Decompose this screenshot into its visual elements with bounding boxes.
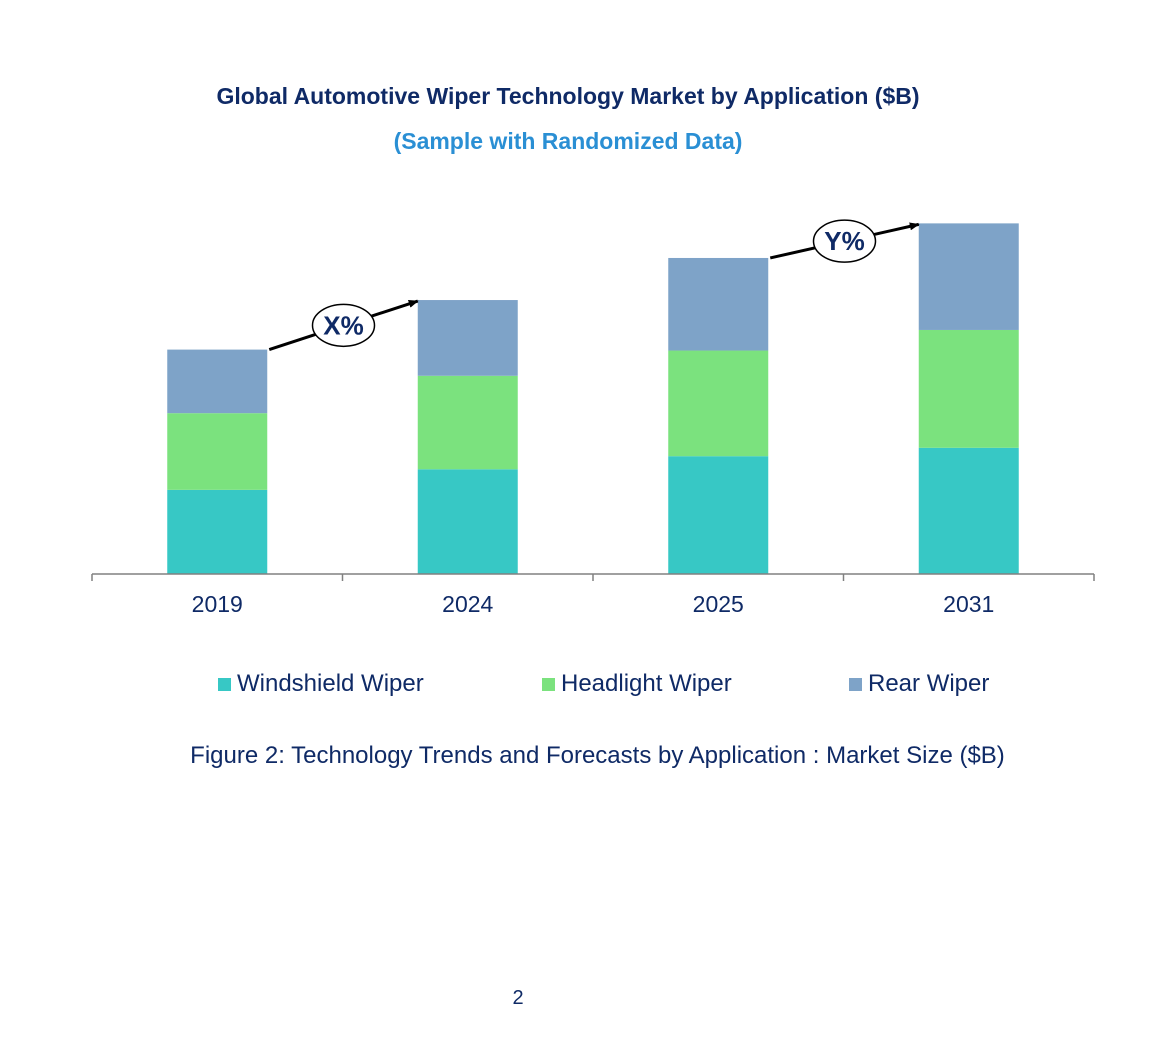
bar-rear-wiper-2024 [417, 300, 518, 376]
bar-headlight-wiper-2031 [918, 329, 1019, 448]
bar-headlight-wiper-2024 [417, 375, 518, 470]
legend-label: Headlight Wiper [561, 670, 732, 697]
bar-headlight-wiper-2025 [668, 350, 769, 457]
bar-windshield-wiper-2031 [918, 447, 1019, 574]
x-tick-label-2025: 2025 [693, 591, 744, 617]
x-tick-label-2024: 2024 [442, 591, 493, 617]
legend-swatch-headlight [542, 677, 555, 691]
bar-windshield-wiper-2024 [417, 469, 518, 574]
bars-layer [167, 223, 1019, 574]
x-axis: 2019 2024 2025 2031 [91, 573, 1095, 617]
chart-title: Global Automotive Wiper Technology Marke… [216, 83, 920, 109]
legend-swatch-rear [849, 677, 862, 691]
legend-label: Rear Wiper [868, 670, 990, 697]
legend-label: Windshield Wiper [237, 670, 424, 697]
x-tick-label-2031: 2031 [943, 591, 994, 617]
x-tick-label-2019: 2019 [192, 591, 243, 617]
bar-rear-wiper-2025 [668, 257, 769, 351]
legend-swatch-windshield [218, 677, 231, 691]
legend-item-headlight-wiper: Headlight Wiper [542, 668, 732, 700]
growth-label-bubble [812, 219, 877, 263]
legend: Windshield Wiper Headlight Wiper Rear Wi… [0, 668, 1158, 700]
bar-headlight-wiper-2019 [167, 413, 268, 490]
growth-annotations: X% Y% [268, 219, 920, 352]
bar-rear-wiper-2031 [918, 223, 1019, 330]
growth-label-bubble [311, 303, 376, 348]
figure-caption: Figure 2: Technology Trends and Forecast… [190, 742, 1005, 769]
bar-rear-wiper-2019 [167, 349, 268, 414]
bar-windshield-wiper-2025 [668, 456, 769, 574]
bar-windshield-wiper-2019 [167, 489, 268, 574]
legend-item-windshield-wiper: Windshield Wiper [218, 668, 424, 700]
growth-label: Y% [824, 226, 864, 256]
legend-item-rear-wiper: Rear Wiper [849, 668, 989, 700]
page-number: 2 [512, 987, 524, 1009]
chart-subtitle: (Sample with Randomized Data) [393, 128, 743, 154]
stacked-bar-chart: 2019 2024 2025 2031 X% Y% [91, 219, 1095, 617]
growth-label: X% [323, 310, 363, 340]
